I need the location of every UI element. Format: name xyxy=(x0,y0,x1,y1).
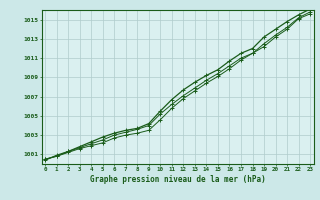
X-axis label: Graphe pression niveau de la mer (hPa): Graphe pression niveau de la mer (hPa) xyxy=(90,175,266,184)
